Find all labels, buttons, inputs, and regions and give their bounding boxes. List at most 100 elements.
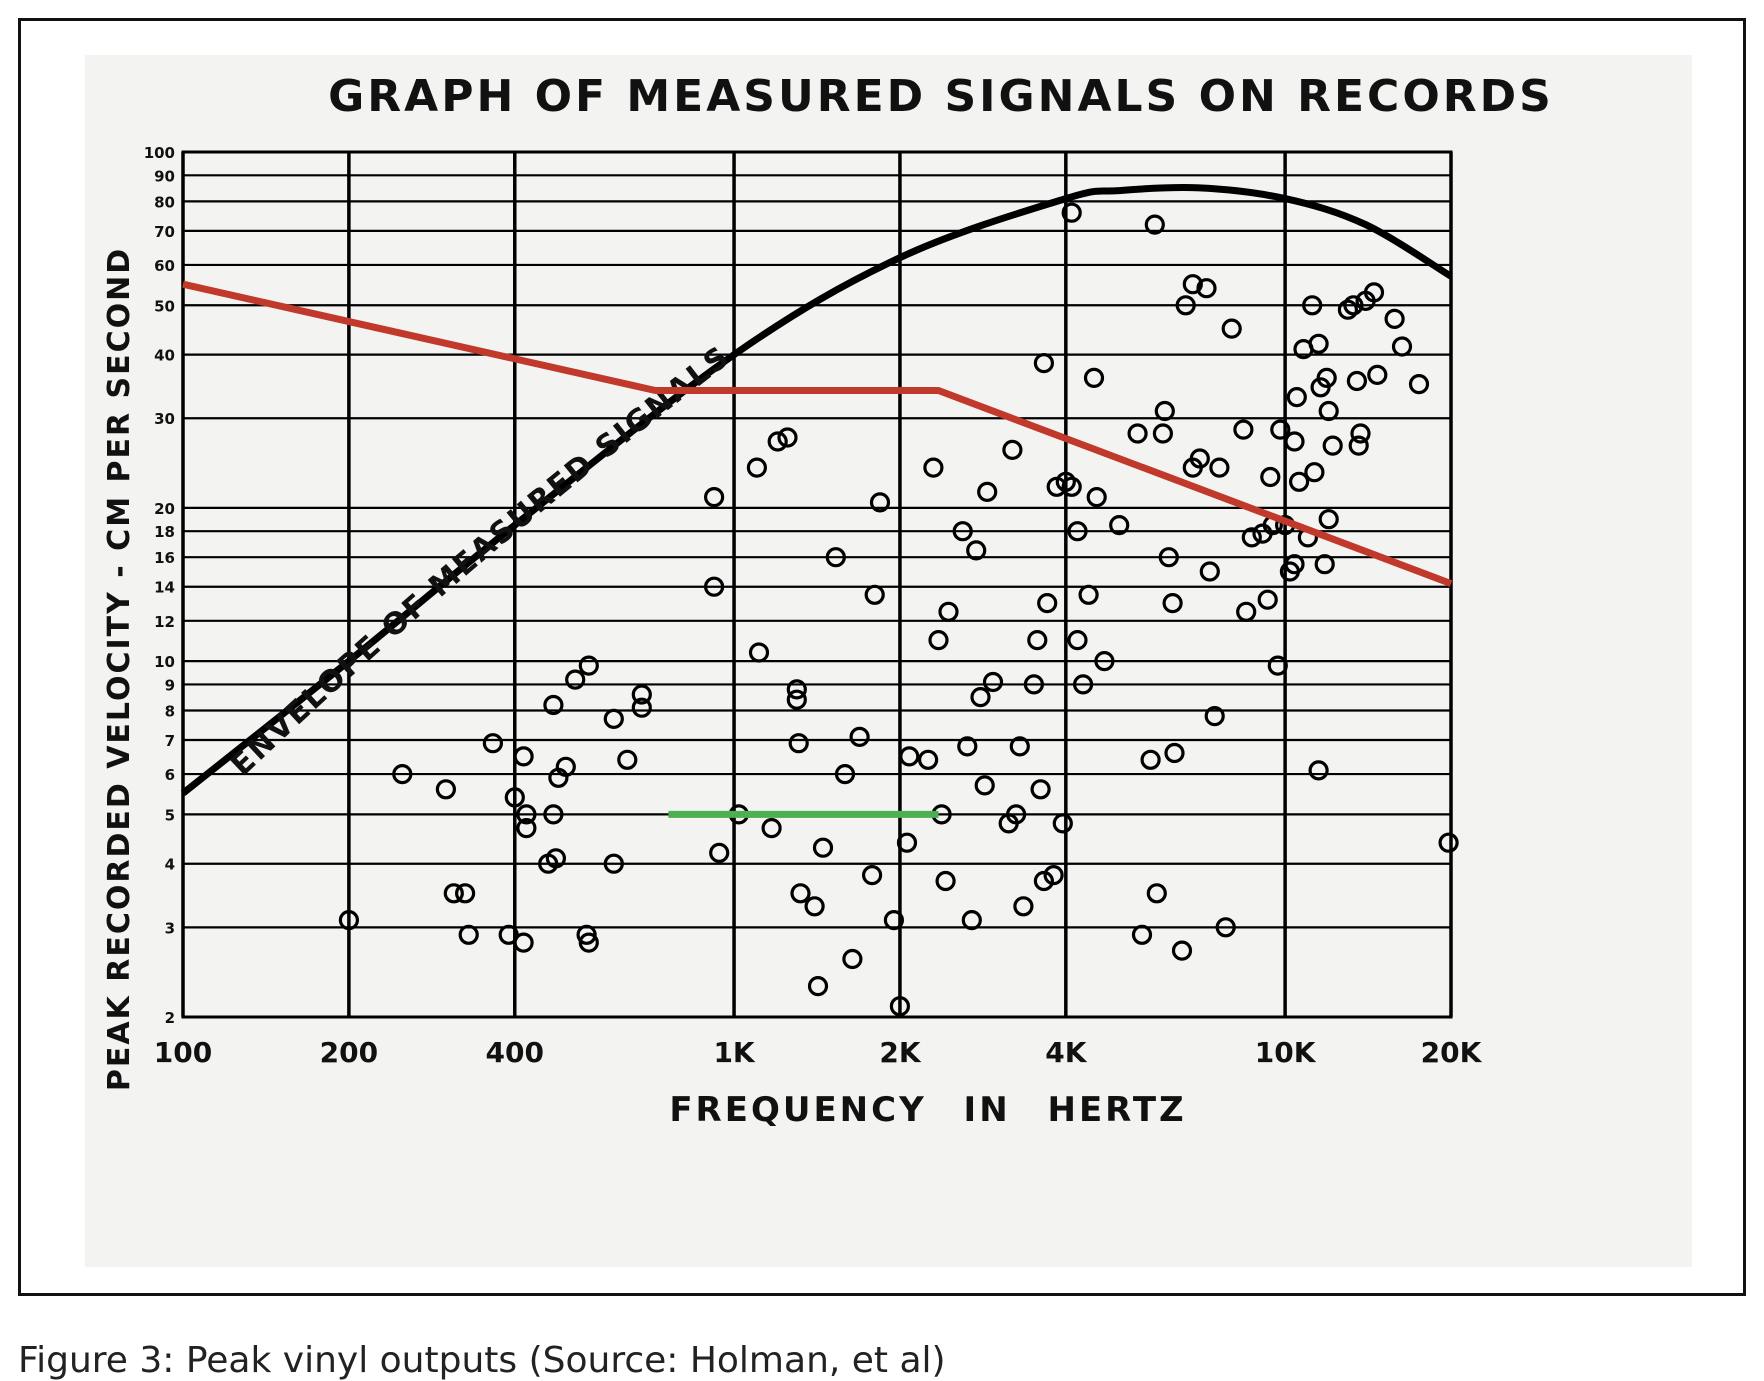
data-point [1131,924,1153,945]
data-point [1367,364,1388,385]
data-point [788,733,809,754]
data-point [974,775,995,796]
data-point [516,804,537,825]
data-point [861,864,883,886]
data-point [1236,601,1257,622]
data-point [1027,629,1048,651]
data-point [1086,487,1107,508]
data-point [1233,419,1254,440]
data-point [1267,655,1288,676]
data-point [555,756,576,777]
data-point [849,726,870,748]
data-point [513,932,534,953]
data-point [1055,471,1076,492]
data-point [869,492,891,513]
data-point [443,883,464,904]
data-point [545,848,567,869]
y-tick-label: 40 [154,347,175,365]
data-point [825,547,846,568]
y-tick-label: 70 [154,223,175,241]
data-point [957,736,978,757]
y-tick-label: 12 [154,613,175,631]
data-point [1284,554,1305,575]
data-point [1304,462,1325,483]
data-point [1348,435,1369,456]
x-tick-label: 20K [1421,1036,1483,1069]
data-point [1260,466,1281,488]
data-point [1408,374,1430,395]
data-point [458,924,479,945]
figure-frame: GRAPH OF MEASURED SIGNALS ON RECORDS 2 3 4… [18,18,1746,1296]
figure-caption: Figure 3: Peak vinyl outputs (Source: Ho… [18,1340,946,1381]
data-point [1061,202,1082,223]
y-tick-label: 100 [144,144,175,162]
y-tick-label: 16 [154,549,175,567]
y-tick-label: 60 [154,257,175,275]
data-point [513,746,534,767]
data-point [455,883,476,904]
data-point [1318,400,1339,422]
data-point [1241,527,1262,548]
data-point [1127,423,1148,444]
data-point [709,842,730,864]
data-point [961,909,982,931]
y-tick-label: 4 [165,856,175,874]
x-tick-label: 10K [1255,1036,1317,1069]
data-point [1146,883,1167,904]
data-point [970,686,991,708]
y-tick-label: 10 [154,653,175,671]
data-point [1144,214,1165,235]
data-point [1094,650,1115,672]
data-point [565,669,586,690]
data-point [1162,592,1183,614]
data-point [923,457,944,478]
data-point [899,746,920,767]
y-tick-label: 90 [154,167,175,185]
data-point [1221,318,1242,339]
data-point [543,694,564,716]
data-point [578,655,599,676]
data-point [1109,515,1130,536]
data-point [952,521,973,542]
chart: GRAPH OF MEASURED SIGNALS ON RECORDS 2 3 4… [85,55,1692,1267]
data-point [1158,547,1179,568]
data-point [1350,423,1371,444]
data-point [790,883,811,904]
data-point [1033,353,1055,374]
data-point [504,787,525,808]
data-points [338,202,1459,1017]
data-point [748,642,770,663]
y-tick-label: 3 [165,919,175,937]
y-tick-label: 80 [154,193,175,211]
data-point [1316,367,1337,388]
data-point [1384,308,1405,329]
data-point [1337,299,1359,320]
data-point [1152,423,1174,444]
data-point [883,909,905,931]
red-reference-line [182,280,1453,587]
data-point [928,629,949,651]
data-point [889,996,911,1017]
x-tick-label: 2K [879,1036,921,1069]
data-point [1391,336,1413,357]
data-point [603,708,624,730]
y-axis-label: PEAK RECORDED VELOCITY - CM PER SECOND [102,247,137,1091]
data-point [1067,521,1088,542]
y-tick-label: 9 [165,676,175,694]
data-point [966,540,987,561]
chart-title: GRAPH OF MEASURED SIGNALS ON RECORDS [328,71,1554,122]
data-point [896,832,918,853]
x-tick-label: 1K [713,1036,755,1069]
data-point [1175,295,1196,316]
data-point [1308,333,1329,354]
y-tick-label: 8 [165,702,175,720]
data-point [1308,760,1329,781]
data-point [786,689,807,710]
y-tick-label: 2 [165,1009,175,1027]
data-point [392,763,413,785]
envelope-curve [180,184,1453,797]
data-point [1343,295,1364,316]
data-point [834,763,856,785]
y-tick-label: 20 [154,500,175,518]
data-point [1199,561,1220,582]
